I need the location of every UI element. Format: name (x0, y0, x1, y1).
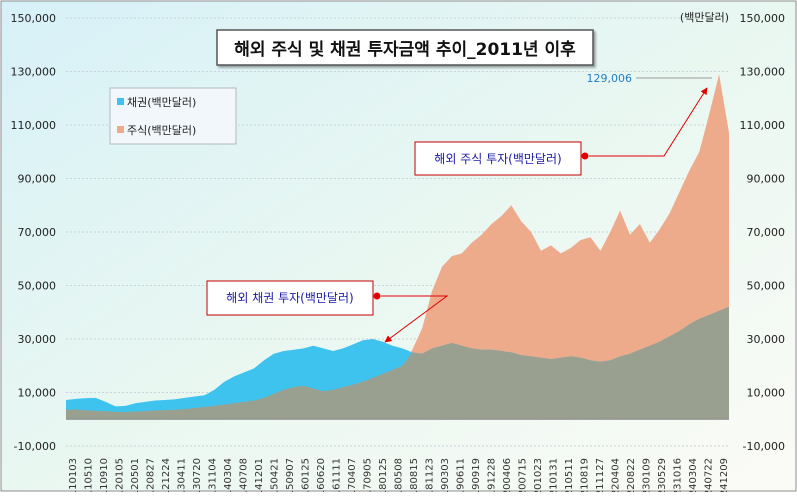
x-tick-label: 20161111 (332, 458, 343, 492)
stock-area (66, 74, 729, 420)
x-tick-label: 20190919 (471, 458, 482, 492)
y-tick-label-left: 10,000 (18, 387, 57, 400)
x-axis: 20110103 20110510 20110910 20120105 20120501… (66, 418, 730, 496)
x-tick-label: 20190303 (440, 458, 451, 492)
x-tick-label: 20240722 (704, 458, 715, 492)
x-tick-label: 20210511 (564, 458, 575, 492)
y-axis-left: 150,000 130,000 110,000 90,000 70,000 50,000 3… (11, 12, 57, 453)
x-tick-label: 20120105 (115, 458, 126, 492)
x-tick-label: 20230529 (657, 458, 668, 492)
x-tick-label: 20200406 (502, 458, 513, 492)
x-tick-label: 20201023 (533, 458, 544, 492)
x-tick-label: 20110103 (68, 458, 79, 492)
y-tick-label-right: 110,000 (740, 119, 786, 132)
bond-callout-label: 해외 채권 투자(백만달러) (226, 291, 353, 305)
x-tick-label: 20210131 (549, 458, 560, 492)
x-tick-label: 20150421 (270, 458, 281, 492)
x-tick-label: 20140708 (239, 458, 250, 492)
x-tick-label: 20110910 (99, 458, 110, 492)
x-tick-label: 20170905 (363, 458, 374, 492)
y-tick-label-right: 10,000 (747, 387, 786, 400)
x-tick-label: 20141201 (254, 458, 265, 492)
bond-callout: 해외 채권 투자(백만달러) (206, 280, 449, 343)
x-tick-label: 20130411 (177, 458, 188, 492)
x-tick-label: 20210819 (580, 458, 591, 492)
chart-title-box: 해외 주식 및 채권 투자금액 추이_2011년 이후 (216, 29, 594, 66)
legend-swatch-stock (117, 126, 124, 133)
y-tick-label-right: 70,000 (747, 226, 786, 239)
x-tick-label: 20191228 (487, 458, 498, 492)
y-tick-label-left: 50,000 (18, 280, 57, 293)
x-tick-label: 20180508 (394, 458, 405, 492)
x-tick-label: 20200715 (518, 458, 529, 492)
y-tick-label-right: 30,000 (747, 333, 786, 346)
y-tick-label-right: 130,000 (740, 66, 786, 79)
peak-annotation: 129,006 (587, 72, 712, 85)
y-tick-label-left: -10,000 (14, 440, 56, 453)
x-tick-label: 20180815 (409, 458, 420, 492)
x-tick-label: 20170407 (347, 458, 358, 492)
y-axis-right: 150,000 130,000 110,000 90,000 70,000 50,000 3… (740, 12, 786, 453)
y-tick-label-left: 150,000 (11, 12, 57, 25)
x-tick-label: 20220822 (626, 458, 637, 492)
x-tick-label: 20120501 (130, 458, 141, 492)
y-tick-label-left: 90,000 (18, 173, 57, 186)
y-tick-label-right: 50,000 (747, 280, 786, 293)
y-tick-label-right: 90,000 (747, 173, 786, 186)
x-tick-label: 20211127 (595, 458, 606, 492)
x-tick-label: 20230109 (642, 458, 653, 492)
legend-label-stock: 주식(백만달러) (127, 124, 196, 137)
x-tick-label: 20160125 (301, 458, 312, 492)
overlap-area (66, 306, 729, 420)
x-tick-label: 20110510 (84, 458, 95, 492)
x-tick-label: 20120827 (146, 458, 157, 492)
y-tick-label-left: 70,000 (18, 226, 57, 239)
y-tick-label-right: 150,000 (740, 12, 786, 25)
series-layer (66, 74, 729, 420)
x-tick-label: 20180125 (378, 458, 389, 492)
legend-swatch-bond (117, 98, 124, 105)
x-tick-label: 20131104 (208, 458, 219, 492)
x-tick-label: 20231016 (673, 458, 684, 492)
y-tick-label-left: 110,000 (11, 119, 57, 132)
x-tick-label: 20140304 (223, 458, 234, 492)
x-tick-label: 20220404 (611, 458, 622, 492)
x-tick-label: 20130720 (192, 458, 203, 492)
chart-title: 해외 주식 및 채권 투자금액 추이_2011년 이후 (234, 39, 576, 60)
unit-label: (백만달러) (680, 11, 729, 24)
x-tick-label: 20160620 (316, 458, 327, 492)
legend-label-bond: 채권(백만달러) (127, 96, 196, 109)
x-tick-label: 20240304 (688, 458, 699, 492)
x-tick-label: 20150907 (285, 458, 296, 492)
stock-callout-label: 해외 주식 투자(백만달러) (434, 152, 561, 166)
y-tick-label-right: -10,000 (743, 440, 785, 453)
y-tick-label-left: 30,000 (18, 333, 57, 346)
x-tick-label: 20190611 (456, 458, 467, 492)
peak-label: 129,006 (587, 72, 633, 85)
x-tick-label: 20121224 (161, 458, 172, 492)
stock-callout: 해외 주식 투자(백만달러) (414, 87, 708, 176)
x-tick-label: 20181123 (425, 458, 436, 492)
y-tick-label-left: 130,000 (11, 66, 57, 79)
legend: 채권(백만달러) 주식(백만달러) (109, 87, 237, 145)
x-tick-label: 20241209 (719, 458, 730, 492)
